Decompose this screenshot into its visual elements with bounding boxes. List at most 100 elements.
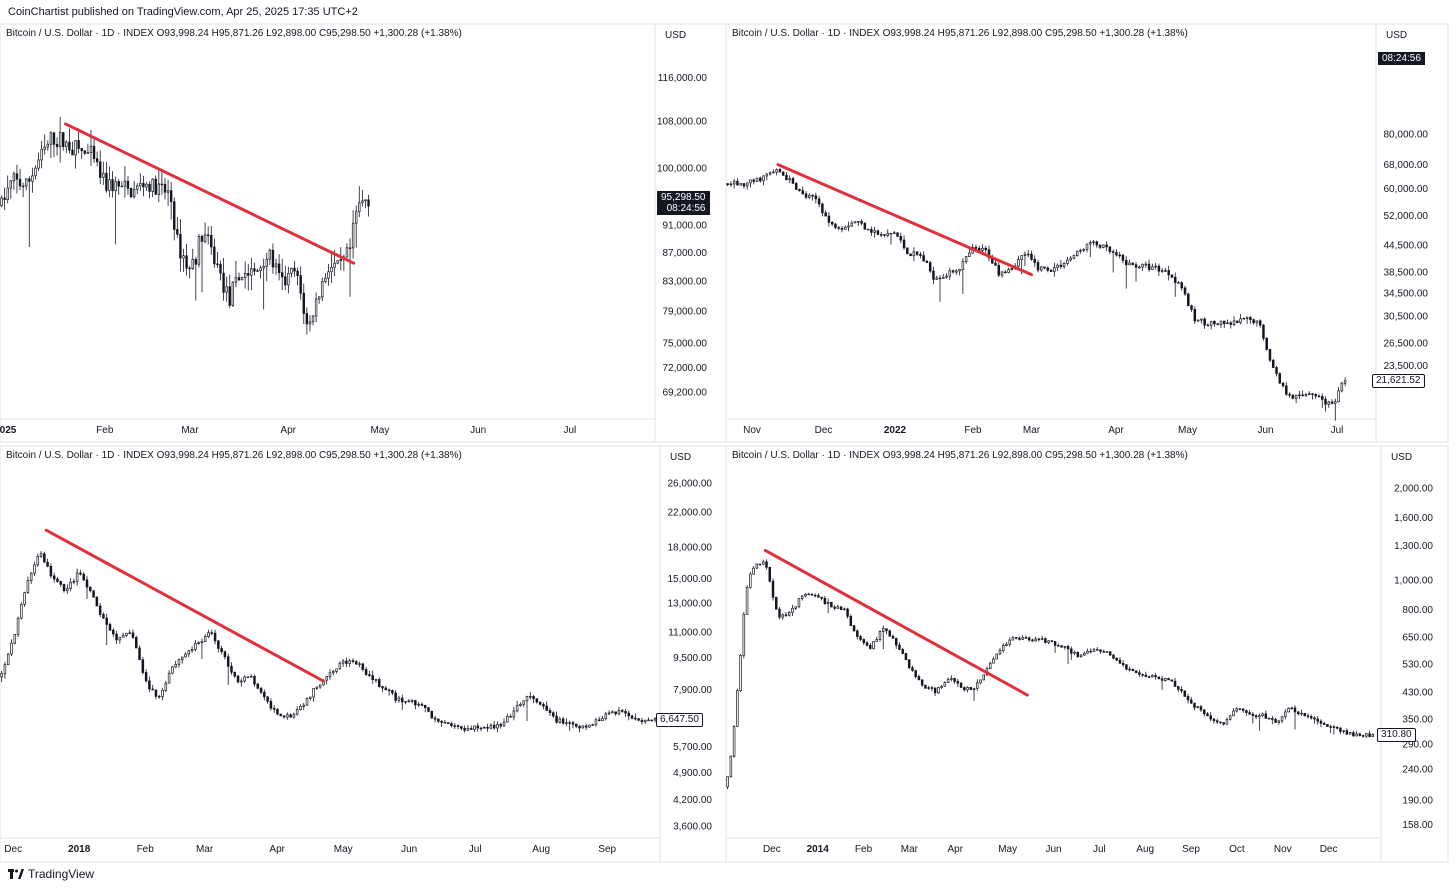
x-tick-label: Feb [96, 425, 114, 436]
candles [0, 551, 657, 733]
candle-body [324, 277, 327, 282]
candle-body [135, 637, 138, 649]
candle-body [1147, 263, 1151, 270]
y-tick-label: 23,500.00 [1384, 361, 1429, 372]
candle-body [1177, 686, 1180, 690]
candle-body [1241, 708, 1245, 711]
currency-label[interactable]: USD [665, 30, 687, 41]
candle-body [1000, 271, 1004, 276]
candle-body [643, 719, 647, 723]
candle-body [847, 225, 850, 228]
candle-body [886, 232, 889, 236]
candle-body [945, 275, 948, 278]
y-tick-label: 72,000.00 [663, 363, 708, 374]
candle-body [1024, 637, 1028, 639]
candle-body [43, 553, 46, 563]
candle-body [1258, 715, 1261, 718]
candle-body [1193, 309, 1197, 322]
candle-body [132, 188, 136, 198]
candle-body [1124, 259, 1128, 266]
candle-body [995, 653, 998, 660]
candle-body [1261, 713, 1264, 717]
panel-frame [0, 23, 727, 443]
candle-body [325, 676, 328, 681]
candle-body [1348, 732, 1352, 735]
candle-body [148, 183, 151, 192]
candle-body [1309, 716, 1313, 719]
red-trendline[interactable] [44, 528, 325, 683]
candle-body [634, 717, 637, 720]
candle-body [1095, 241, 1099, 246]
candle-body [964, 256, 968, 263]
currency-label[interactable]: USD [670, 452, 692, 463]
candle-body [167, 672, 171, 684]
chart-panel-2022[interactable]: 80,000.00 68,000.00 60,000.00 52,000.00 44,5… [725, 23, 1449, 443]
currency-label[interactable]: USD [1386, 30, 1408, 41]
candle-body [1026, 253, 1030, 256]
candle-body [1102, 244, 1105, 248]
candle-body [139, 182, 142, 187]
candle-body [784, 614, 788, 616]
candle-body [1213, 320, 1216, 325]
y-tick-label: 430.00 [1402, 687, 1433, 698]
chart-panel-2014[interactable]: 2,000.00 1,600.00 1,300.00 1,000.00 800.00 65… [725, 445, 1449, 863]
x-tick-label: May [334, 844, 353, 855]
candle-body [972, 687, 976, 690]
candle-body [739, 183, 742, 186]
candle-body [16, 617, 20, 635]
y-tick-label: 15,000.00 [668, 574, 713, 585]
candle-body [781, 614, 784, 618]
candle-body [1057, 645, 1060, 647]
candle-body [826, 601, 830, 604]
candle-body [1252, 319, 1255, 324]
x-tick-label: Jul [1093, 844, 1106, 855]
candle-body [912, 251, 916, 257]
candle-body [739, 654, 742, 692]
y-tick-label: 4,200.00 [673, 795, 712, 806]
candle-body [197, 236, 201, 265]
candle-body [21, 185, 25, 188]
candle-body [1098, 244, 1102, 248]
candle-body [72, 581, 76, 583]
currency-label[interactable]: USD [1391, 452, 1413, 463]
y-tick-label: 116,000.00 [658, 73, 708, 84]
candle-body [486, 726, 489, 729]
red-trendline[interactable] [64, 122, 356, 265]
y-tick-label: 38,500.00 [1384, 268, 1429, 279]
candle-body [732, 180, 736, 185]
candle-body [292, 713, 296, 718]
candle-body [279, 713, 282, 717]
candle-body [800, 595, 804, 599]
candle-body [817, 595, 820, 598]
candle-body [151, 178, 154, 192]
candle-body [1007, 269, 1010, 273]
candle-body [614, 711, 617, 715]
candle-body [1075, 250, 1079, 256]
candle-body [52, 575, 56, 580]
candle-body [1151, 675, 1154, 678]
candle-body [351, 222, 355, 249]
candle-body [496, 724, 499, 729]
y-tick-label: 52,000.00 [1384, 211, 1429, 222]
candle-body [1313, 717, 1316, 720]
candle-body [10, 642, 13, 655]
candle-body [1236, 320, 1239, 323]
candle-body [387, 689, 391, 691]
candle-body [882, 628, 885, 632]
chart-panel-2025[interactable]: 116,000.00 108,000.00 100,000.00 91,000.00 8… [0, 23, 727, 443]
candle-body [506, 716, 509, 723]
candle-body [1170, 679, 1174, 682]
candle-body [1060, 645, 1063, 648]
candle-body [9, 180, 12, 189]
candle-body [787, 612, 791, 616]
candle-body [56, 578, 59, 582]
candle-body [129, 187, 133, 198]
candle-body [125, 632, 128, 636]
y-tick-label: 13,000.00 [668, 599, 713, 610]
x-tick-label: 2022 [884, 425, 907, 436]
red-trendline[interactable] [763, 548, 1029, 697]
chart-panel-2018[interactable]: 26,000.00 22,000.00 18,000.00 15,000.00 13,0… [0, 445, 727, 863]
candle-body [34, 167, 37, 177]
candle-body [384, 687, 388, 691]
red-trendline[interactable] [776, 163, 1033, 277]
